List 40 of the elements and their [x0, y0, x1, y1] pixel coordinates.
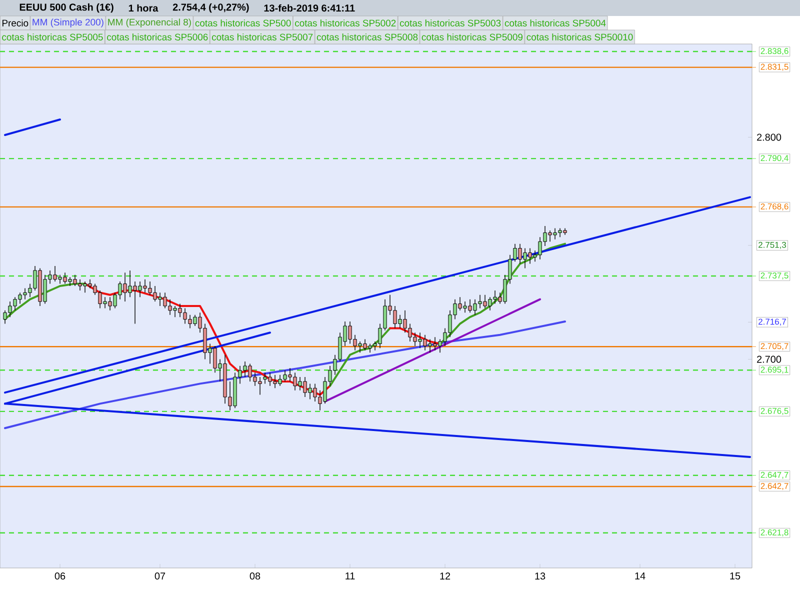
text: cotas historicas SP500: [195, 20, 291, 26]
text: MM (Simple 200): [32, 18, 104, 28]
chart-subtitle: 1 hora: [128, 4, 158, 12]
text: MM (Exponencial 8): [108, 18, 191, 28]
text: cotas historicas SP5008: [316, 34, 418, 40]
ref-line-label: 2.838,6: [760, 48, 788, 56]
text: cotas historicas SP5002: [295, 20, 396, 26]
x-tick-label: 11: [346, 572, 355, 580]
y-tick-label: 2.751,3: [758, 242, 786, 249]
text: cotas historicas SP5009: [422, 34, 523, 40]
ref-line-label: 2.768,6: [760, 203, 788, 210]
ref-line-label: 2.831,5: [760, 64, 788, 71]
ref-line-label: 2.621,8: [760, 529, 788, 536]
ref-line-label: 2.647,7: [760, 472, 788, 479]
ref-line-label: 2.695,1: [760, 366, 788, 374]
ref-line-label: 2.737,5: [760, 272, 788, 280]
legend-title: Precio: [2, 20, 28, 26]
x-tick-label: 15: [730, 572, 740, 580]
x-tick-label: 06: [54, 572, 66, 580]
y-tick-label: 2.800: [757, 134, 782, 141]
text: 2.754,4 (+0,27%): [172, 3, 249, 13]
x-tick-label: 12: [440, 572, 450, 580]
x-tick-label: 14: [635, 572, 646, 580]
text: cotas historicas SP5007: [212, 34, 313, 40]
text: cotas historicas SP5004: [504, 20, 606, 26]
x-tick-label: 07: [154, 572, 166, 580]
x-tick-label: 08: [250, 572, 260, 580]
text: cotas historicas SP50010: [526, 34, 633, 40]
y-tick-label: 2.700: [757, 356, 782, 363]
ref-line-label: 2.790,4: [760, 155, 788, 162]
text: 13-feb-2019 6:41:11: [264, 4, 355, 12]
text: cotas historicas SP5006: [107, 34, 208, 40]
ref-line-label: 2.642,7: [760, 483, 788, 490]
y-tick-label: 2.716,7: [758, 318, 786, 326]
chart-title: EEUU 500 Cash (1€): [20, 3, 114, 13]
ref-line-label: 2.705,7: [760, 343, 788, 350]
text: cotas historicas SP5005: [2, 34, 103, 40]
text: cotas historicas SP5003: [400, 20, 501, 26]
x-tick-label: 13: [535, 572, 546, 580]
ref-line-label: 2.676,5: [760, 408, 788, 415]
